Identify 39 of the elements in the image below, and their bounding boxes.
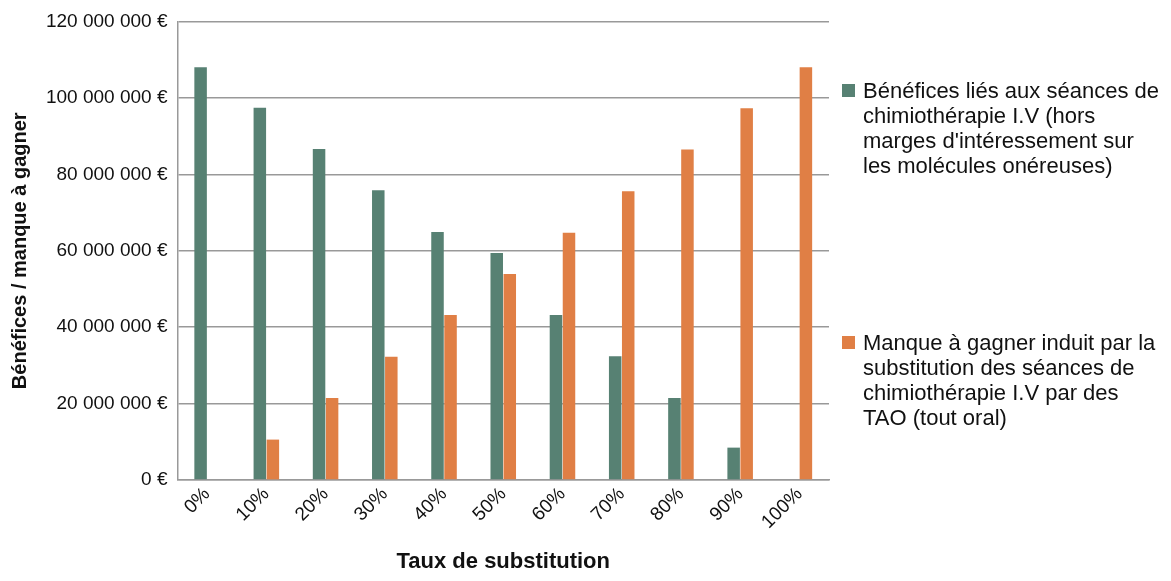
bar	[503, 274, 517, 480]
legend-label: Bénéfices liés aux séances de chimiothérapie I.V (hors marges d'intéressement sur les molécules onéreuses)	[863, 78, 1160, 178]
bar	[621, 191, 635, 480]
y-tick-label: 40 000 000 €	[56, 315, 168, 337]
legend-label: Manque à gagner induit par la substitution des séances de chimiothérapie I.V par des TAO (tout oral)	[863, 330, 1157, 430]
bar	[562, 232, 576, 480]
x-tick-label: 30%	[349, 482, 392, 525]
bar	[668, 397, 681, 480]
bar	[372, 190, 385, 480]
bar	[266, 439, 280, 480]
y-tick-label: 120 000 000 €	[45, 9, 168, 31]
bar	[194, 67, 207, 480]
bar	[253, 107, 267, 480]
y-tick-label: 60 000 000 €	[56, 238, 168, 260]
bar	[385, 356, 398, 480]
bar	[727, 447, 740, 480]
bar	[608, 356, 622, 480]
y-tick-label: 20 000 000 €	[56, 391, 168, 413]
bar	[799, 67, 813, 480]
bar	[444, 314, 457, 480]
bar	[431, 232, 444, 480]
y-tick-label: 100 000 000 €	[45, 86, 168, 108]
bar	[549, 314, 563, 480]
x-axis-title: Taux de substitution	[396, 547, 610, 573]
bar	[490, 253, 503, 480]
y-tick-label: 80 000 000 €	[56, 162, 168, 184]
bar	[325, 397, 339, 480]
x-tick-label: 50%	[468, 482, 510, 525]
x-tick-label: 70%	[586, 482, 629, 525]
x-tick-label: 60%	[527, 482, 570, 525]
y-axis-title: Bénéfices / manque à gagner	[7, 112, 30, 390]
x-tick-label: 40%	[408, 482, 451, 525]
bar	[312, 149, 326, 480]
x-tick-label: 0%	[179, 482, 214, 518]
x-tick-label: 90%	[704, 482, 747, 525]
y-tick-label: 0 €	[141, 468, 168, 490]
bar	[740, 108, 753, 480]
x-tick-label: 80%	[645, 482, 688, 525]
bar	[681, 149, 694, 480]
